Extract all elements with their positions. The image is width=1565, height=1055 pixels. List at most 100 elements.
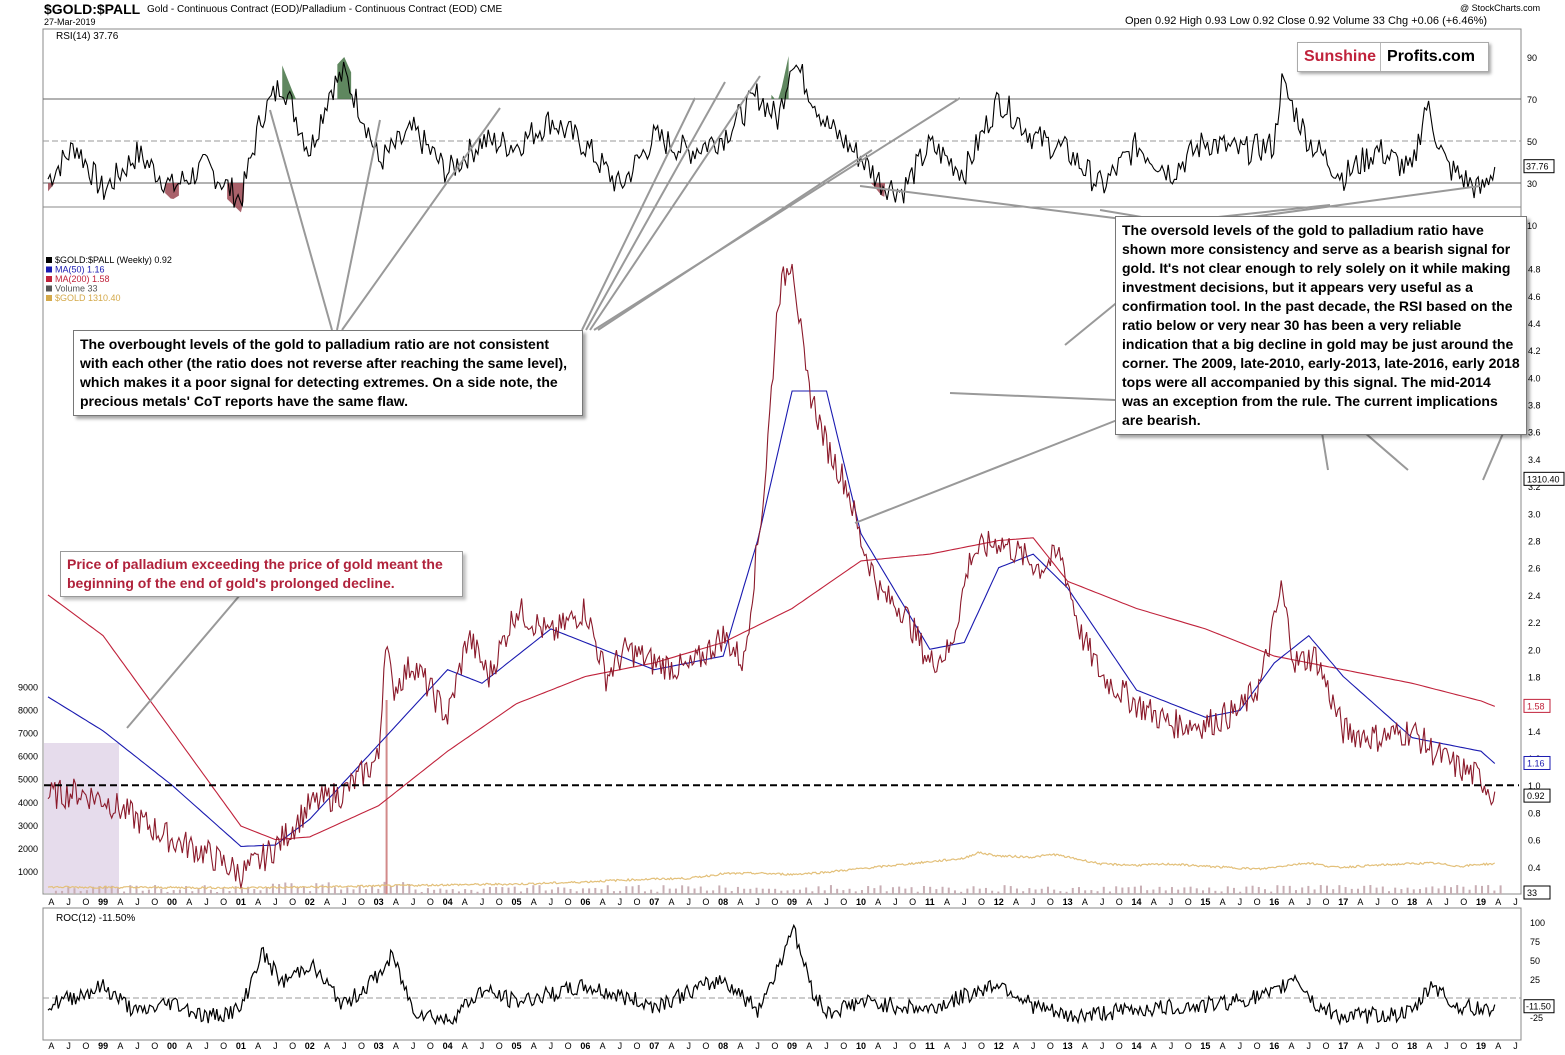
x-axis-label: A <box>1220 897 1226 907</box>
volume-bar <box>1121 887 1124 894</box>
volume-bar <box>160 888 163 894</box>
x-axis-label: A <box>255 897 261 907</box>
volume-bar <box>309 891 312 894</box>
x-axis-label: J <box>1100 1041 1105 1051</box>
volume-bar <box>73 888 76 894</box>
legend-swatch <box>46 295 52 301</box>
logo-part-profits: Profits.com <box>1380 43 1481 71</box>
x-axis-label: A <box>48 897 54 907</box>
volume-bar <box>1084 890 1087 894</box>
price-badge-label: 1310.40 <box>1527 474 1560 484</box>
x-axis-label: 10 <box>856 1041 866 1051</box>
x-axis-label: 05 <box>511 1041 521 1051</box>
gold-tick-label: 8000 <box>18 706 38 716</box>
x-axis-label: A <box>1357 897 1363 907</box>
x-axis-label: J <box>1100 897 1105 907</box>
callout-line <box>597 149 873 331</box>
volume-bar <box>637 885 640 894</box>
volume-bar <box>385 700 388 894</box>
legend-entry: $GOLD 1310.40 <box>55 293 121 303</box>
volume-bar <box>1400 889 1403 894</box>
x-axis-label: 09 <box>787 1041 797 1051</box>
gold-tick-label: 5000 <box>18 775 38 785</box>
price-badge <box>1523 788 1551 803</box>
price-badge-label: 1.58 <box>1527 701 1545 711</box>
rsi-tick-label: 90 <box>1527 53 1537 63</box>
volume-bar <box>848 888 851 894</box>
x-axis-label: J <box>135 1041 140 1051</box>
ratio-tick-label: 1.4 <box>1528 727 1541 737</box>
x-axis-label: 06 <box>580 1041 590 1051</box>
x-axis-label: A <box>186 1041 192 1051</box>
x-axis-label: 09 <box>787 897 797 907</box>
legend-swatch <box>46 257 52 263</box>
gold-tick-label: 7000 <box>18 729 38 739</box>
volume-bar <box>767 888 770 894</box>
x-axis-label: J <box>893 897 898 907</box>
x-axis-label: J <box>686 897 691 907</box>
ratio-line <box>47 263 1496 889</box>
price-badge <box>1523 885 1551 900</box>
logo-part-sunshine: Sunshine <box>1304 48 1377 65</box>
volume-bar <box>1480 885 1483 894</box>
volume-bar <box>321 884 324 894</box>
volume-bar <box>129 885 132 894</box>
x-axis-label: J <box>411 897 416 907</box>
volume-bar <box>1003 885 1006 894</box>
volume-bar <box>315 883 318 894</box>
volume-bar <box>135 885 138 894</box>
volume-bar <box>302 886 305 894</box>
volume-bar <box>383 881 386 894</box>
volume-bar <box>1251 885 1254 894</box>
volume-bar <box>476 891 479 894</box>
price-badge-label: 0.92 <box>1527 791 1545 801</box>
volume-bar <box>352 889 355 894</box>
volume-bar <box>1431 886 1434 894</box>
x-axis-label: O <box>771 1041 778 1051</box>
x-axis-label: O <box>1116 897 1123 907</box>
x-axis-label: A <box>462 897 468 907</box>
x-axis-label: O <box>1047 897 1054 907</box>
volume-bar <box>1177 889 1180 894</box>
description-text: Gold - Continuous Contract (EOD)/Palladi… <box>147 4 478 15</box>
volume-bar <box>296 887 299 894</box>
x-axis-label: A <box>737 897 743 907</box>
legend-entry: $GOLD:$PALL (Weekly) 0.92 <box>55 255 172 265</box>
volume-bar <box>147 889 150 894</box>
volume-bar <box>1325 885 1328 894</box>
callout-line <box>585 81 726 331</box>
volume-bar <box>811 891 814 894</box>
x-axis-label: A <box>324 1041 330 1051</box>
x-axis-label: J <box>411 1041 416 1051</box>
x-axis-label: 18 <box>1407 1041 1417 1051</box>
volume-bar <box>1487 885 1490 894</box>
volume-bar <box>197 888 200 894</box>
palladium-annotation: Price of palladium exceeding the price o… <box>60 551 463 597</box>
volume-bar <box>705 890 708 894</box>
x-axis-label: A <box>462 1041 468 1051</box>
rsi-oversold-fill <box>227 183 245 213</box>
x-axis-label: A <box>1426 1041 1432 1051</box>
volume-bar <box>1189 886 1192 894</box>
x-axis-label: 04 <box>443 897 453 907</box>
ratio-tick-label: 0.6 <box>1528 836 1541 846</box>
roc-tick-label: 50 <box>1530 956 1540 966</box>
x-axis-label: J <box>480 1041 485 1051</box>
volume-bar <box>1146 890 1149 894</box>
x-axis-label: 07 <box>649 897 659 907</box>
volume-bar <box>718 885 721 894</box>
volume-bar <box>1282 885 1285 894</box>
x-axis-label: O <box>289 897 296 907</box>
x-axis-label: O <box>565 1041 572 1051</box>
x-axis-label: A <box>186 897 192 907</box>
x-axis-label: 00 <box>167 1041 177 1051</box>
x-axis-label: J <box>618 1041 623 1051</box>
volume-bar <box>333 887 336 894</box>
volume-bar <box>1468 889 1471 894</box>
callout-line <box>854 414 1131 524</box>
volume-bar <box>228 890 231 894</box>
volume-bar <box>495 887 498 894</box>
sunshine-profits-logo: Sunshine Profits.com <box>1297 42 1489 72</box>
volume-bar <box>761 888 764 894</box>
x-axis-label: J <box>204 1041 209 1051</box>
